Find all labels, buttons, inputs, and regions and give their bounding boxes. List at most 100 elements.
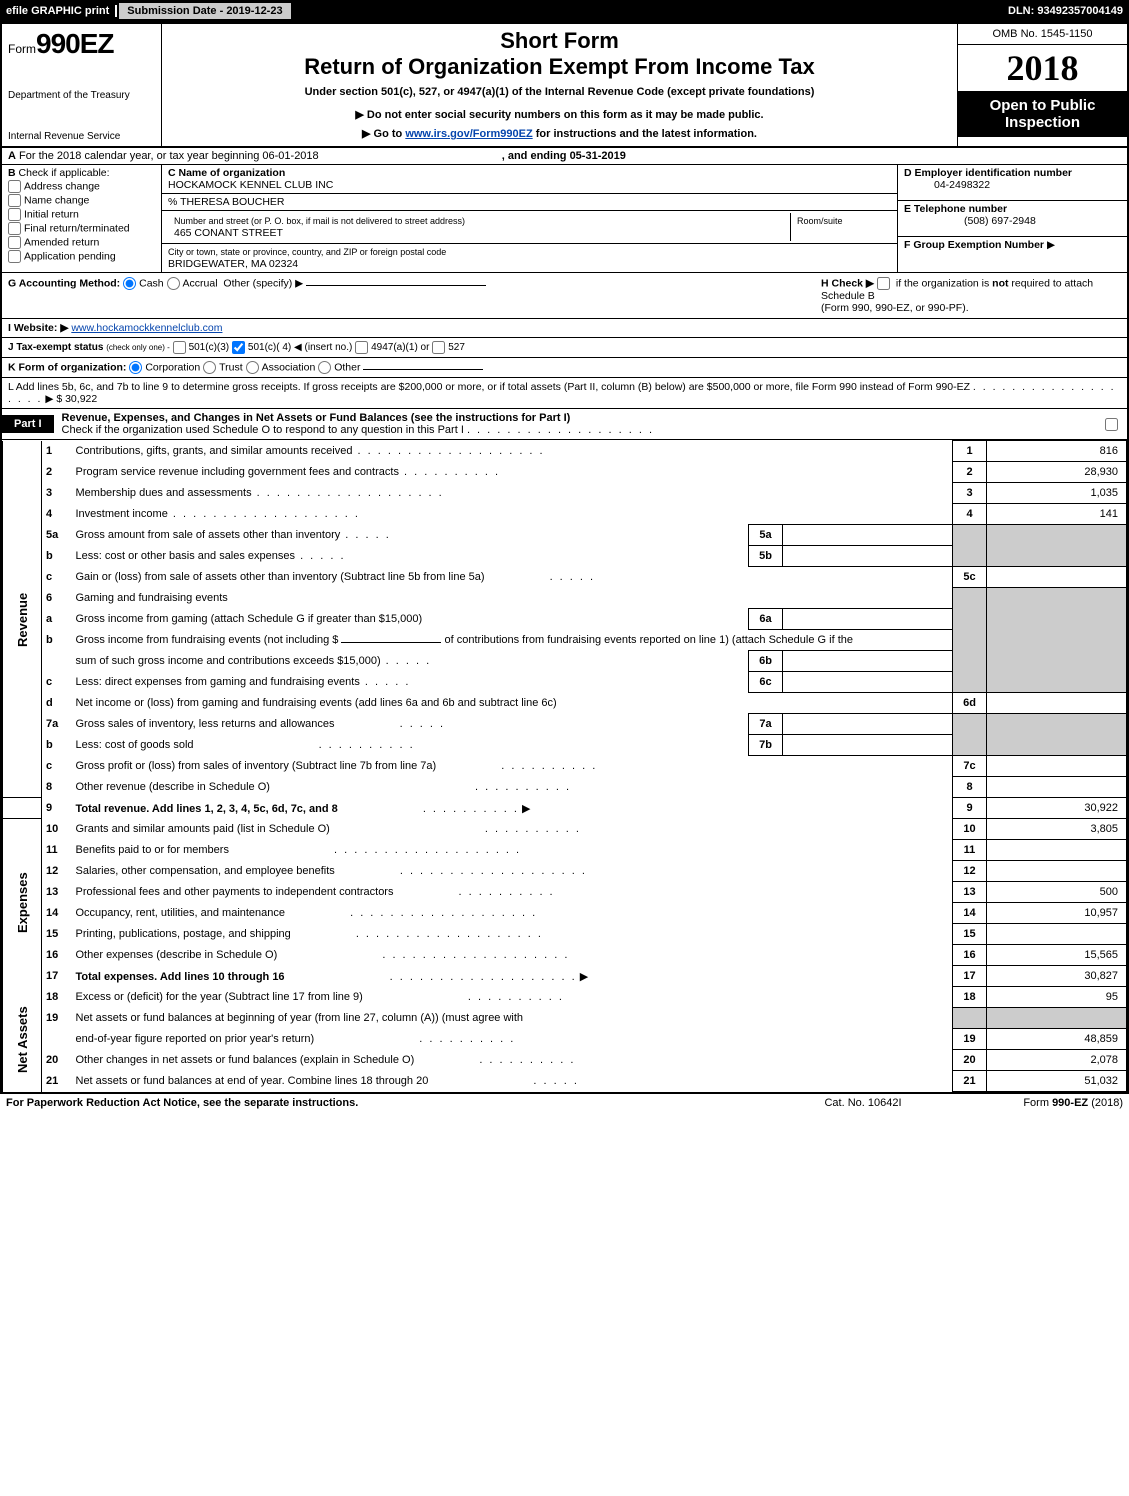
- l10-d: Grants and similar amounts paid (list in…: [72, 819, 953, 840]
- chk-amended-return[interactable]: [8, 236, 21, 249]
- l-amt-pre: ▶ $: [45, 393, 65, 405]
- subtitle-2: ▶ Do not enter social security numbers o…: [170, 108, 949, 121]
- d-label: D Employer identification number: [904, 167, 1072, 179]
- l3-dots: [252, 487, 444, 499]
- row-j: J Tax-exempt status (check only one) - 5…: [2, 338, 1127, 358]
- l1-d-t: Contributions, gifts, grants, and simila…: [76, 445, 353, 457]
- col-d: D Employer identification number 04-2498…: [897, 165, 1127, 272]
- open-line2: Inspection: [1005, 114, 1080, 131]
- l21-rn: 21: [953, 1071, 987, 1092]
- dln: DLN: 93492357004149: [1002, 5, 1129, 17]
- l6c-d-t: Less: direct expenses from gaming and fu…: [76, 676, 360, 688]
- cell-phone: E Telephone number (508) 697-2948: [898, 201, 1127, 237]
- radio-cash[interactable]: [123, 277, 136, 290]
- radio-other[interactable]: [318, 361, 331, 374]
- col-b-checks: B Check if applicable: Address change Na…: [2, 165, 162, 272]
- l16-d-t: Other expenses (describe in Schedule O): [76, 949, 278, 961]
- form-title: Return of Organization Exempt From Incom…: [170, 54, 949, 80]
- l11-d: Benefits paid to or for members: [72, 840, 953, 861]
- k-o4: Other: [334, 361, 360, 373]
- l11-n: 11: [42, 840, 72, 861]
- line-19b: end-of-year figure reported on prior yea…: [3, 1029, 1127, 1050]
- radio-corp[interactable]: [129, 361, 142, 374]
- l12-d-t: Salaries, other compensation, and employ…: [76, 865, 335, 877]
- cell-street: Number and street (or P. O. box, if mail…: [162, 211, 897, 244]
- l5ab-shade-v: [987, 525, 1127, 567]
- l6a-mv: [783, 609, 953, 630]
- opt-final: Final return/terminated: [24, 222, 130, 234]
- g-other-blank[interactable]: [306, 285, 486, 286]
- header-left: Form990EZ Department of the Treasury Int…: [2, 24, 162, 146]
- l6-d: Gaming and fundraising events: [72, 588, 953, 609]
- line-8: 8 Other revenue (describe in Schedule O)…: [3, 777, 1127, 798]
- l11-dots: [329, 844, 521, 856]
- l7b-d-t: Less: cost of goods sold: [76, 739, 194, 751]
- chk-part1-scho[interactable]: [1105, 418, 1118, 431]
- l8-rv: [987, 777, 1127, 798]
- l12-rv: [987, 861, 1127, 882]
- l13-dots: [453, 886, 554, 898]
- chk-527[interactable]: [432, 341, 445, 354]
- ein: 04-2498322: [934, 179, 990, 191]
- l5b-mn: 5b: [749, 546, 783, 567]
- l7c-rn: 7c: [953, 756, 987, 777]
- l17-n: 17: [42, 966, 72, 987]
- line-7c: c Gross profit or (loss) from sales of i…: [3, 756, 1127, 777]
- chk-address-change[interactable]: [8, 180, 21, 193]
- l6d-n: d: [42, 693, 72, 714]
- line-14: 14 Occupancy, rent, utilities, and maint…: [3, 903, 1127, 924]
- l1-n: 1: [42, 441, 72, 462]
- l8-rn: 8: [953, 777, 987, 798]
- chk-h[interactable]: [877, 277, 890, 290]
- l9-n: 9: [42, 798, 72, 819]
- chk-application-pending[interactable]: [8, 250, 21, 263]
- room-label: Room/suite: [797, 216, 843, 226]
- l5a-mv: [783, 525, 953, 546]
- chk-501c3[interactable]: [173, 341, 186, 354]
- l7b-d: Less: cost of goods sold: [72, 735, 749, 756]
- l18-dots: [463, 991, 564, 1003]
- top-bar: efile GRAPHIC print Submission Date - 20…: [0, 0, 1129, 22]
- l12-dots: [395, 865, 587, 877]
- chk-final-return[interactable]: [8, 222, 21, 235]
- cell-ein: D Employer identification number 04-2498…: [898, 165, 1127, 201]
- l13-rn: 13: [953, 882, 987, 903]
- chk-name-change[interactable]: [8, 194, 21, 207]
- chk-initial-return[interactable]: [8, 208, 21, 221]
- l-amt: 30,922: [65, 393, 97, 405]
- website-link[interactable]: www.hockamockkennelclub.com: [71, 322, 222, 334]
- street-label: Number and street (or P. O. box, if mail…: [174, 216, 465, 226]
- radio-trust[interactable]: [203, 361, 216, 374]
- line-15: 15 Printing, publications, postage, and …: [3, 924, 1127, 945]
- l19-dots: [414, 1033, 515, 1045]
- line-13: 13 Professional fees and other payments …: [3, 882, 1127, 903]
- footer-formno: Form 990-EZ (2018): [963, 1097, 1123, 1109]
- l10-n: 10: [42, 819, 72, 840]
- sec-rev-end: [3, 798, 42, 819]
- part1-title-text: Revenue, Expenses, and Changes in Net As…: [62, 412, 571, 424]
- l5b-d-t: Less: cost or other basis and sales expe…: [76, 550, 296, 562]
- l10-rn: 10: [953, 819, 987, 840]
- k-other-blank[interactable]: [363, 369, 483, 370]
- radio-accrual[interactable]: [167, 277, 180, 290]
- l5c-dots: [545, 571, 596, 583]
- radio-assoc[interactable]: [246, 361, 259, 374]
- form-prefix: Form: [8, 42, 36, 56]
- l7c-d: Gross profit or (loss) from sales of inv…: [72, 756, 953, 777]
- l7b-dots: [314, 739, 415, 751]
- chk-501c[interactable]: [232, 341, 245, 354]
- line-3: 3 Membership dues and assessments 3 1,03…: [3, 483, 1127, 504]
- opt-name: Name change: [24, 194, 89, 206]
- g-cash: Cash: [139, 277, 164, 289]
- l5b-n: b: [42, 546, 72, 567]
- l6b-blank[interactable]: [341, 642, 441, 643]
- efile-label: efile GRAPHIC print: [0, 5, 117, 17]
- irs-link[interactable]: www.irs.gov/Form990EZ: [405, 128, 532, 140]
- j-small: (check only one) -: [106, 343, 170, 352]
- row-h: H Check ▶ if the organization is not req…: [821, 277, 1121, 314]
- chk-4947[interactable]: [355, 341, 368, 354]
- l7c-n: c: [42, 756, 72, 777]
- l5c-d: Gain or (loss) from sale of assets other…: [72, 567, 953, 588]
- g-accrual: Accrual: [183, 277, 218, 289]
- k-o3: Association: [262, 361, 316, 373]
